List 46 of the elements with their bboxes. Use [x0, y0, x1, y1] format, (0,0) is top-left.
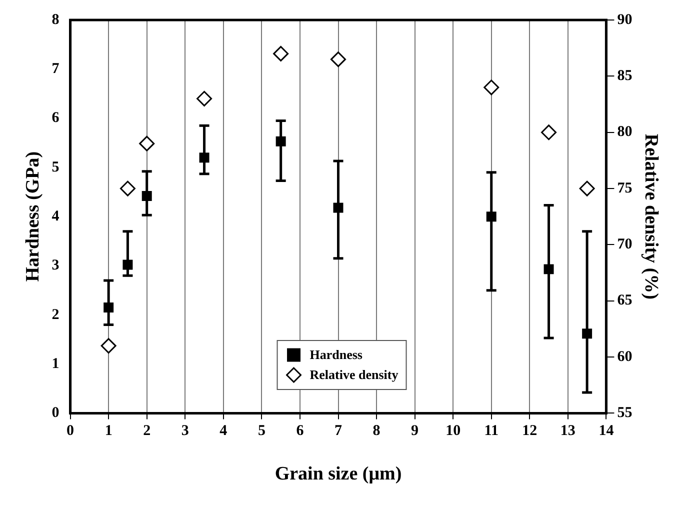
- point: [541, 124, 557, 140]
- x-tick-label: 9: [411, 423, 419, 440]
- x-tick-label: 14: [598, 423, 614, 440]
- x-tick-label: 1: [104, 423, 112, 440]
- y-tick-label: 5: [52, 159, 60, 176]
- point: [120, 180, 136, 196]
- y2-axis-title: Relative density (%): [640, 134, 662, 300]
- point: [330, 52, 346, 68]
- y2-tick-label: 75: [617, 180, 632, 196]
- x-tick-label: 7: [334, 423, 342, 440]
- x-tick-label: 13: [560, 423, 576, 440]
- x-tick-label: 11: [484, 423, 498, 440]
- y2-tick-label: 70: [617, 236, 632, 253]
- y2-tick-label: 60: [617, 348, 632, 365]
- y2-tick-label: 55: [617, 405, 632, 422]
- x-tick-label: 5: [258, 423, 266, 440]
- y-tick-label: 6: [52, 110, 60, 126]
- point: [579, 180, 595, 196]
- x-tick-label: 2: [143, 423, 151, 440]
- legend-label: Relative density: [310, 366, 398, 384]
- legend-label: Hardness: [310, 346, 362, 364]
- y-tick-label: 3: [52, 258, 60, 274]
- x-tick-label: 4: [220, 423, 228, 440]
- y-tick-label: 2: [52, 306, 60, 323]
- x-tick-label: 8: [372, 423, 380, 440]
- point: [100, 338, 116, 354]
- y-tick-label: 8: [52, 12, 60, 28]
- x-tick-label: 6: [296, 423, 304, 440]
- x-tick-label: 10: [446, 423, 461, 440]
- x-tick-label: 12: [522, 423, 538, 440]
- y-tick-label: 0: [52, 405, 60, 422]
- x-tick-label: 3: [181, 423, 189, 440]
- y-tick-label: 1: [52, 356, 60, 372]
- x-tick-label: 0: [66, 423, 74, 440]
- y2-tick-label: 65: [617, 292, 632, 309]
- y2-tick-label: 90: [617, 12, 632, 28]
- y-tick-label: 4: [52, 208, 60, 224]
- point: [484, 80, 500, 96]
- point: [139, 136, 155, 152]
- point: [196, 90, 212, 106]
- point: [273, 46, 289, 62]
- y-tick-label: 7: [52, 61, 60, 78]
- y2-tick-label: 85: [617, 68, 632, 84]
- y2-tick-label: 80: [617, 124, 632, 140]
- y-axis-title: Hardness (GPa): [22, 151, 44, 282]
- x-axis-title: Grain size (μm): [274, 464, 402, 485]
